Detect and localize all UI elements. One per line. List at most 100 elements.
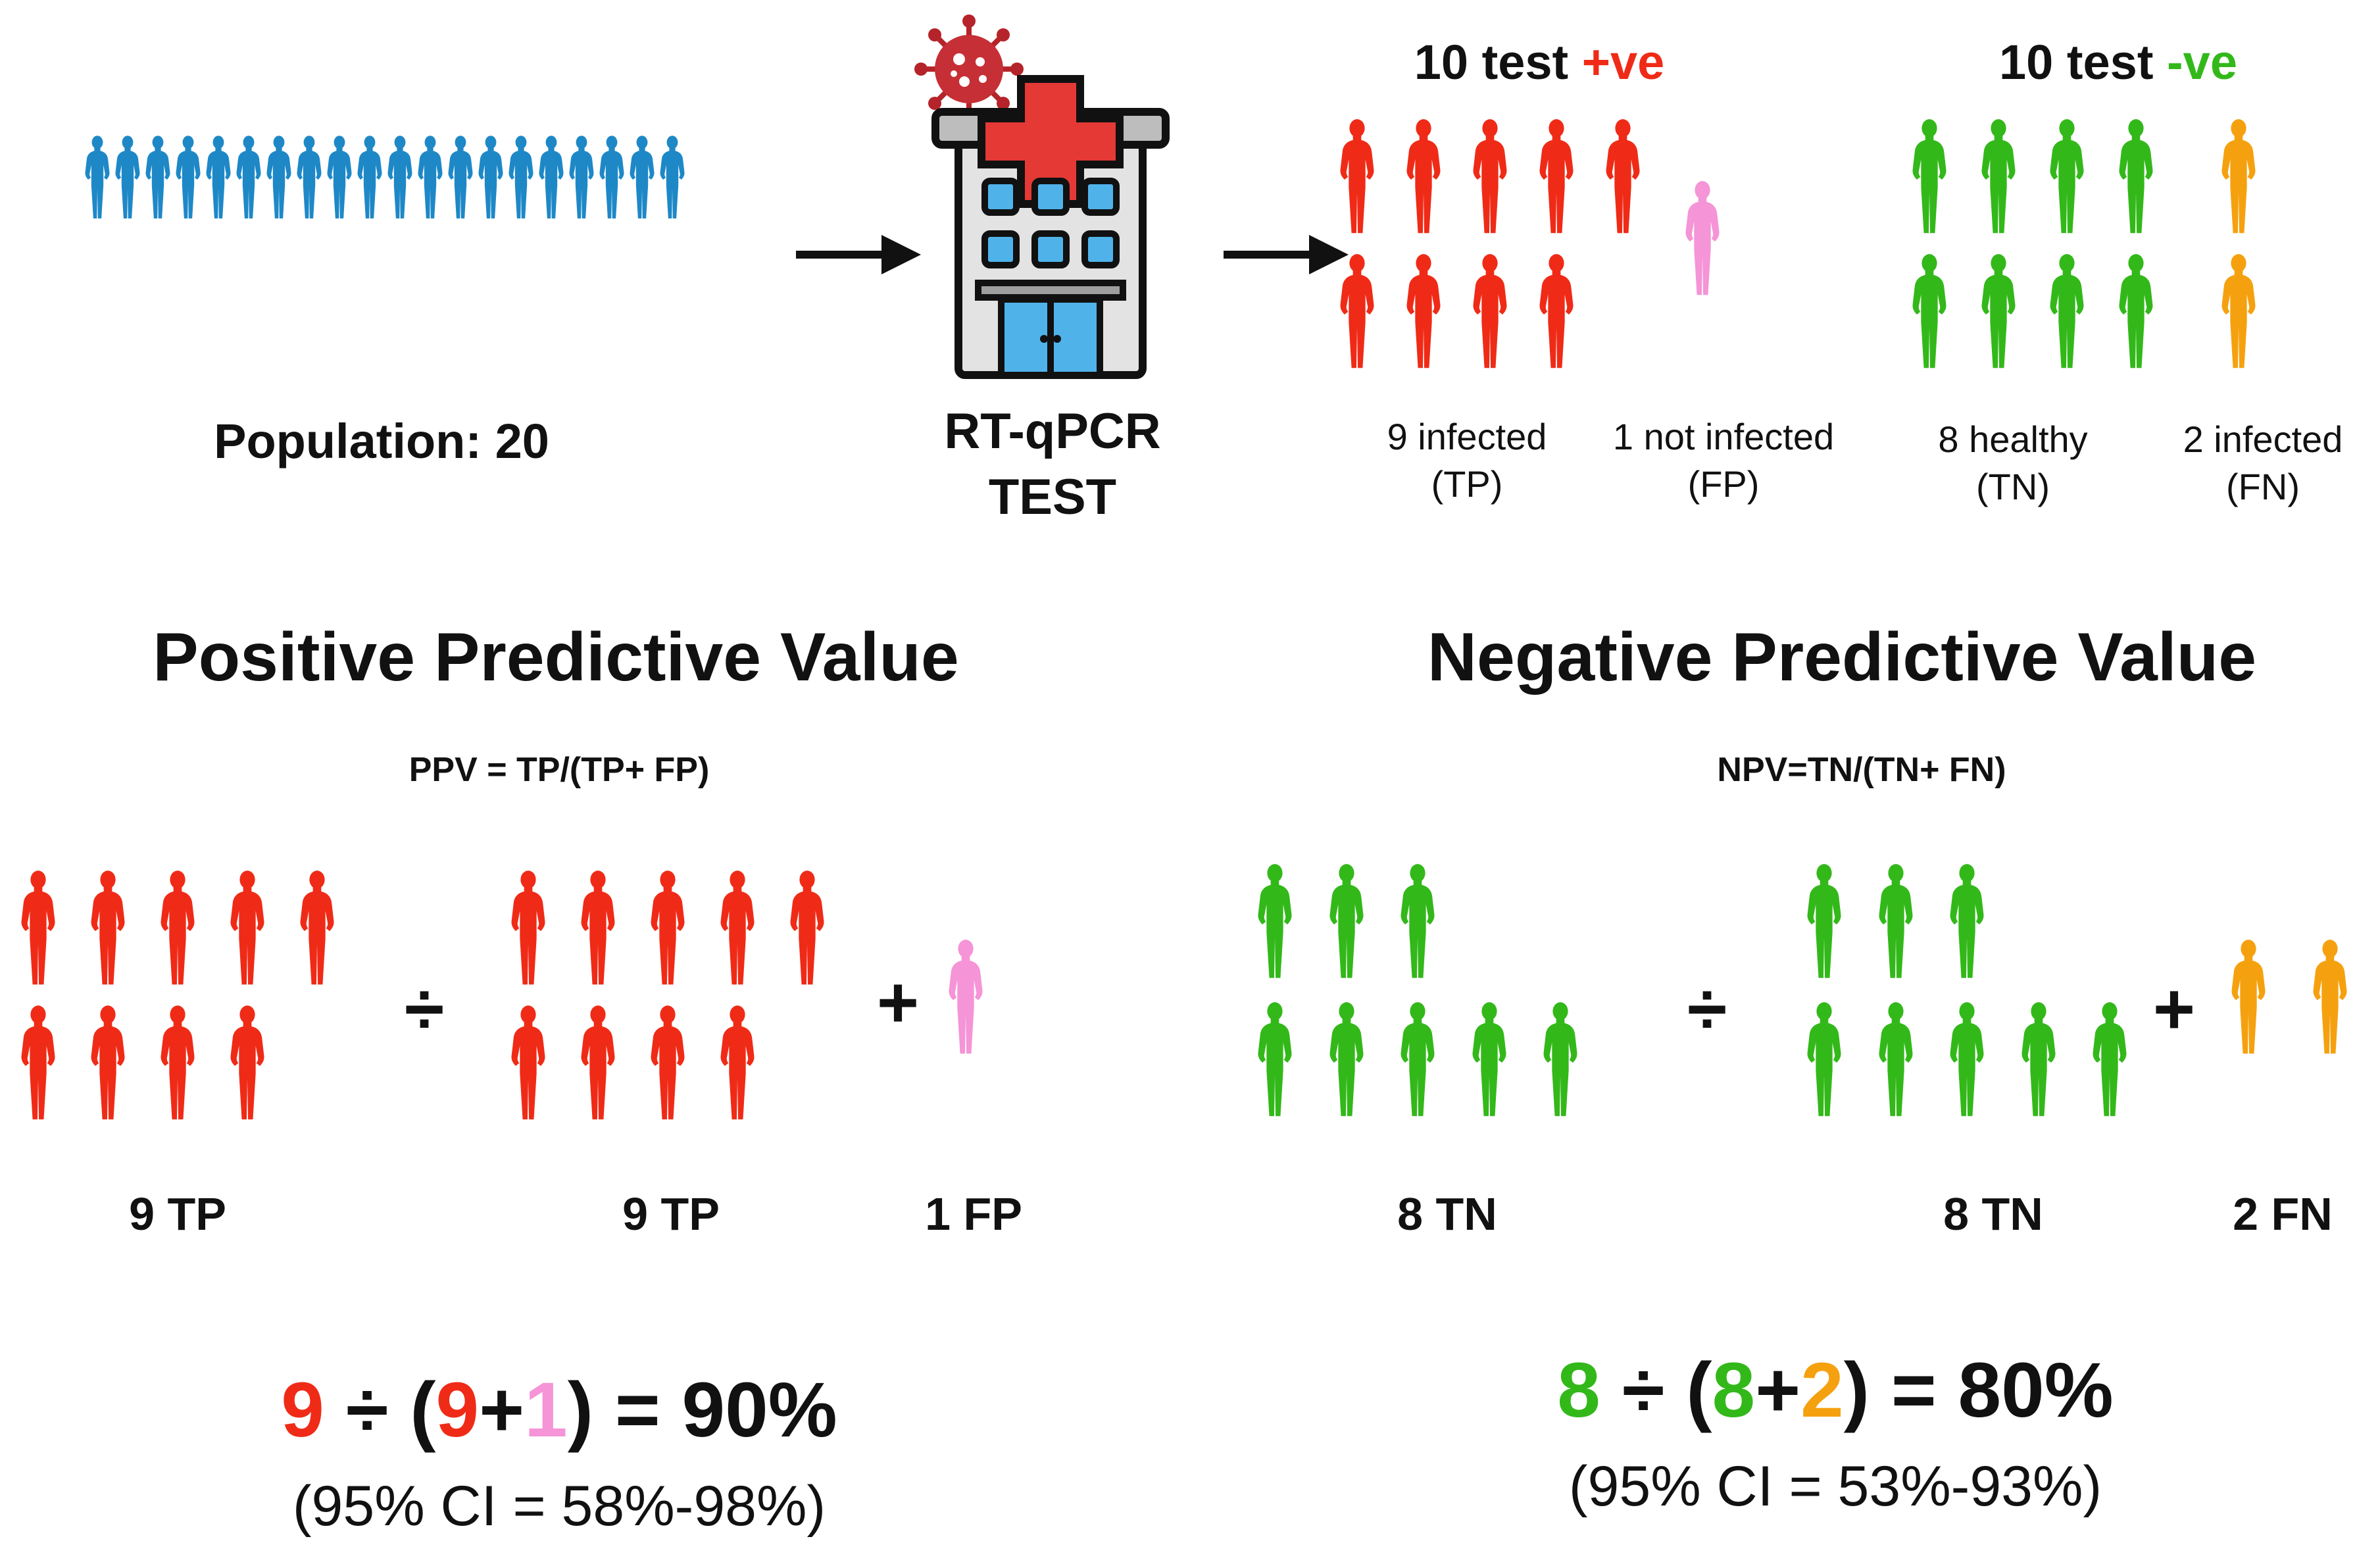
npv-numerator-label: 8 TN (1397, 1188, 1497, 1240)
person-icon (203, 117, 234, 242)
person-icon (1945, 862, 1989, 987)
fn-group-top (2217, 117, 2263, 387)
person-icon (2227, 938, 2270, 1063)
person-icon (294, 117, 324, 242)
ppv-numerator-tp (16, 869, 339, 1138)
person-icon (1253, 862, 1297, 987)
fn-caption-line2: (FN) (2226, 466, 2300, 507)
arrow-icon (1224, 235, 1349, 274)
person-icon (785, 869, 829, 994)
fn-caption: 2 infected (FN) (2144, 416, 2380, 511)
ppv-calc-tp2: 9 (435, 1367, 480, 1454)
person-icon (1535, 117, 1578, 242)
ppv-divide-sign: ÷ (404, 969, 445, 1050)
fp-caption-line2: (FP) (1687, 463, 1760, 505)
person-icon (2308, 938, 2352, 1063)
person-icon (1396, 1000, 1439, 1125)
population-label: Population: 20 (214, 414, 549, 468)
ppv-numerator-label: 9 TP (129, 1188, 226, 1240)
person-icon (1535, 252, 1578, 377)
person-icon (716, 1003, 759, 1128)
person-icon (1908, 252, 1951, 377)
ppv-plus-sign: + (876, 962, 920, 1043)
person-icon (385, 117, 415, 242)
ppv-ci: (95% CI = 58%-98%) (292, 1475, 826, 1538)
negative-result-sign: -ve (2167, 35, 2237, 89)
ppv-calc-close: ) (567, 1367, 594, 1454)
ppv-title: Positive Predictive Value (153, 619, 959, 695)
person-icon (1977, 252, 2020, 377)
person-icon (143, 117, 173, 242)
npv-calculation: 8 ÷ (8+2) = 80% (1342, 1346, 2329, 1435)
negative-result-heading: 10 test -ve (1921, 34, 2316, 90)
test-label-line2: TEST (988, 469, 1117, 525)
person-icon (1325, 1000, 1368, 1125)
person-icon (576, 869, 620, 994)
person-icon (156, 1003, 199, 1128)
negative-result-prefix: 10 test (1999, 35, 2154, 89)
person-icon (1325, 862, 1368, 987)
fn-caption-line1: 2 infected (2183, 418, 2343, 460)
person-icon (324, 117, 355, 242)
person-icon (657, 117, 687, 242)
population-group (82, 117, 687, 387)
person-icon (1908, 117, 1951, 242)
test-label-line1: RT-qPCR (944, 403, 1161, 459)
fp-caption: 1 not infected (FP) (1579, 413, 1868, 508)
ppv-denominator-tp-label: 9 TP (622, 1188, 720, 1240)
person-icon (2045, 117, 2089, 242)
npv-numerator-tn (1253, 862, 1582, 1138)
person-icon (2017, 1000, 2060, 1125)
npv-denominator-fn (2227, 938, 2352, 1069)
person-icon (646, 1003, 689, 1128)
npv-title: Negative Predictive Value (1427, 619, 2257, 695)
person-icon (507, 1003, 550, 1128)
ppv-calc-fp: 1 (524, 1367, 568, 1454)
person-icon (1468, 117, 1512, 242)
npv-calc-result: = 80% (1870, 1347, 2114, 1434)
person-icon (597, 117, 627, 242)
person-icon (264, 117, 294, 242)
npv-calc-fn: 2 (1800, 1347, 1844, 1434)
person-icon (355, 117, 385, 242)
npv-denominator-fn-label: 2 FN (2233, 1188, 2333, 1240)
person-icon (86, 869, 130, 994)
person-icon (507, 869, 550, 994)
person-icon (1335, 252, 1379, 377)
person-icon (1402, 117, 1445, 242)
tn-group-top (1908, 117, 2158, 387)
person-icon (2217, 252, 2260, 377)
hospital-icon (931, 75, 1170, 379)
person-icon (2045, 252, 2089, 377)
tp-caption: 9 infected (TP) (1335, 413, 1599, 508)
person-icon (536, 117, 566, 242)
tp-caption-line1: 9 infected (1387, 416, 1547, 457)
person-icon (627, 117, 657, 242)
person-icon (445, 117, 476, 242)
person-icon (2114, 117, 2158, 242)
npv-calc-plus: + (1755, 1347, 1801, 1434)
ppv-calc-tp: 9 (281, 1367, 324, 1454)
tp-caption-line2: (TP) (1431, 463, 1503, 505)
ppv-denominator-tp (507, 869, 829, 1138)
ppv-calc-plus: + (479, 1367, 525, 1454)
fp-group-top (1681, 179, 1727, 311)
person-icon (1977, 117, 2020, 242)
person-icon (1539, 1000, 1582, 1125)
npv-denominator-tn-label: 8 TN (1943, 1188, 2043, 1240)
person-icon (566, 117, 597, 242)
tn-caption: 8 healthy (TN) (1901, 416, 2125, 511)
ppv-formula: PPV = TP/(TP+ FP) (409, 751, 710, 789)
person-icon (2114, 252, 2158, 377)
person-icon (506, 117, 536, 242)
positive-result-prefix: 10 test (1414, 35, 1569, 89)
person-icon (173, 117, 203, 242)
person-icon (716, 869, 759, 994)
ppv-denominator-fp-label: 1 FP (925, 1188, 1022, 1240)
npv-divide-sign: ÷ (1687, 969, 1727, 1050)
person-icon (234, 117, 264, 242)
person-icon (1681, 179, 1724, 304)
person-icon (156, 869, 199, 994)
person-icon (16, 1003, 60, 1128)
npv-ci: (95% CI = 53%-93%) (1568, 1455, 2102, 1518)
